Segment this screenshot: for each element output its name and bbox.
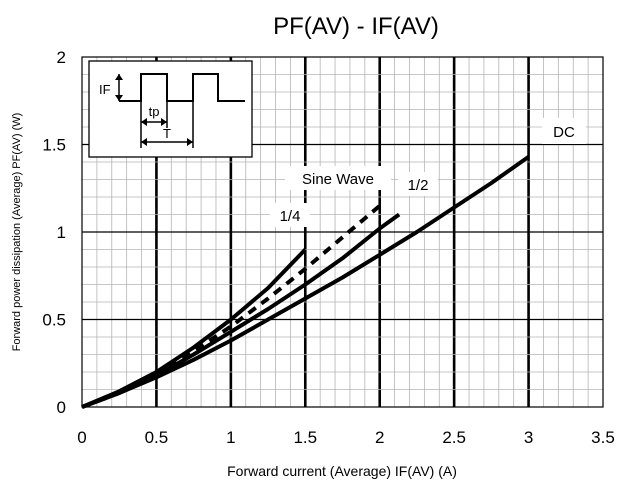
half-label-bg xyxy=(398,172,438,196)
x-tick-label: 3 xyxy=(524,428,533,447)
pulse-waveform xyxy=(119,73,245,102)
series-group xyxy=(81,155,530,409)
inset-box xyxy=(88,60,253,158)
tp-arrow-head-right xyxy=(161,118,167,126)
tick-labels: 0 0.5 1 1.5 2 2.5 3 3.5 0 0.5 1 1.5 2 xyxy=(42,48,614,447)
sine-wave-label-bg xyxy=(285,166,391,190)
half-label: 1/2 xyxy=(408,177,429,194)
x-tick-label: 2 xyxy=(375,428,384,447)
inset-tp-label: tp xyxy=(149,104,160,119)
y-axis-label: Forward power dissipation (Average) PF(A… xyxy=(11,113,23,352)
x-tick-label: 1.5 xyxy=(293,428,317,447)
x-tick-label: 0.5 xyxy=(145,428,169,447)
quarter-label: 1/4 xyxy=(280,208,301,225)
y-tick-label: 0 xyxy=(57,398,66,417)
y-tick-label: 0.5 xyxy=(42,311,66,330)
x-tick-label: 0 xyxy=(77,428,86,447)
dc-label: DC xyxy=(553,124,575,141)
plot-frame xyxy=(81,56,604,408)
x-tick-label: 2.5 xyxy=(442,428,466,447)
y-tick-label: 1.5 xyxy=(42,136,66,155)
chart-title: PF(AV) - IF(AV) xyxy=(273,13,439,40)
dc-label-bg xyxy=(542,118,586,144)
x-axis-label: Forward current (Average) IF(AV) (A) xyxy=(227,463,457,479)
x-tick-label: 1 xyxy=(226,428,235,447)
if-arrow-head-top xyxy=(115,74,123,80)
series-line-1-2 xyxy=(81,212,401,409)
t-arrow-head-right xyxy=(187,138,193,146)
y-tick-label: 2 xyxy=(57,48,66,67)
annotations: DC Sine Wave 1/2 1/4 xyxy=(270,118,586,227)
y-tick-label: 1 xyxy=(57,223,66,242)
x-tick-label: 3.5 xyxy=(591,428,615,447)
pulse-inset: IF tp T xyxy=(88,60,253,158)
t-arrow-head-left xyxy=(141,138,147,146)
inset-t-label: T xyxy=(163,126,171,141)
sine-wave-label: Sine Wave xyxy=(302,171,374,188)
if-arrow-head-bottom xyxy=(115,95,123,101)
quarter-label-bg xyxy=(270,203,310,227)
inset-if-label: IF xyxy=(99,82,111,97)
tp-arrow-head-left xyxy=(141,118,147,126)
series-line-1-4 xyxy=(81,248,307,409)
